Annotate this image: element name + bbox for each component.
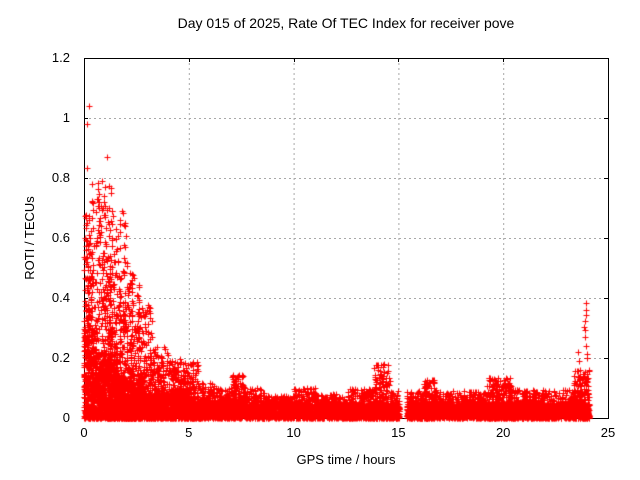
y-tick-label: 1 [62, 110, 70, 125]
y-tick-label: 0.4 [51, 290, 70, 305]
x-tick-label: 20 [495, 425, 511, 440]
x-tick-label: 0 [80, 425, 88, 440]
x-tick-label: 5 [185, 425, 193, 440]
x-tick-label: 15 [391, 425, 406, 440]
chart-title: Day 015 of 2025, Rate Of TEC Index for r… [177, 15, 515, 31]
x-axis-label: GPS time / hours [296, 452, 396, 467]
x-tick-label: 25 [600, 425, 616, 440]
x-tick-label: 10 [286, 425, 301, 440]
y-tick-label: 0.8 [51, 170, 70, 185]
y-tick-label: 0.6 [51, 230, 70, 245]
y-tick-label: 1.2 [51, 50, 70, 65]
y-tick-label: 0.2 [51, 350, 70, 365]
y-tick-label: 0 [62, 410, 70, 425]
